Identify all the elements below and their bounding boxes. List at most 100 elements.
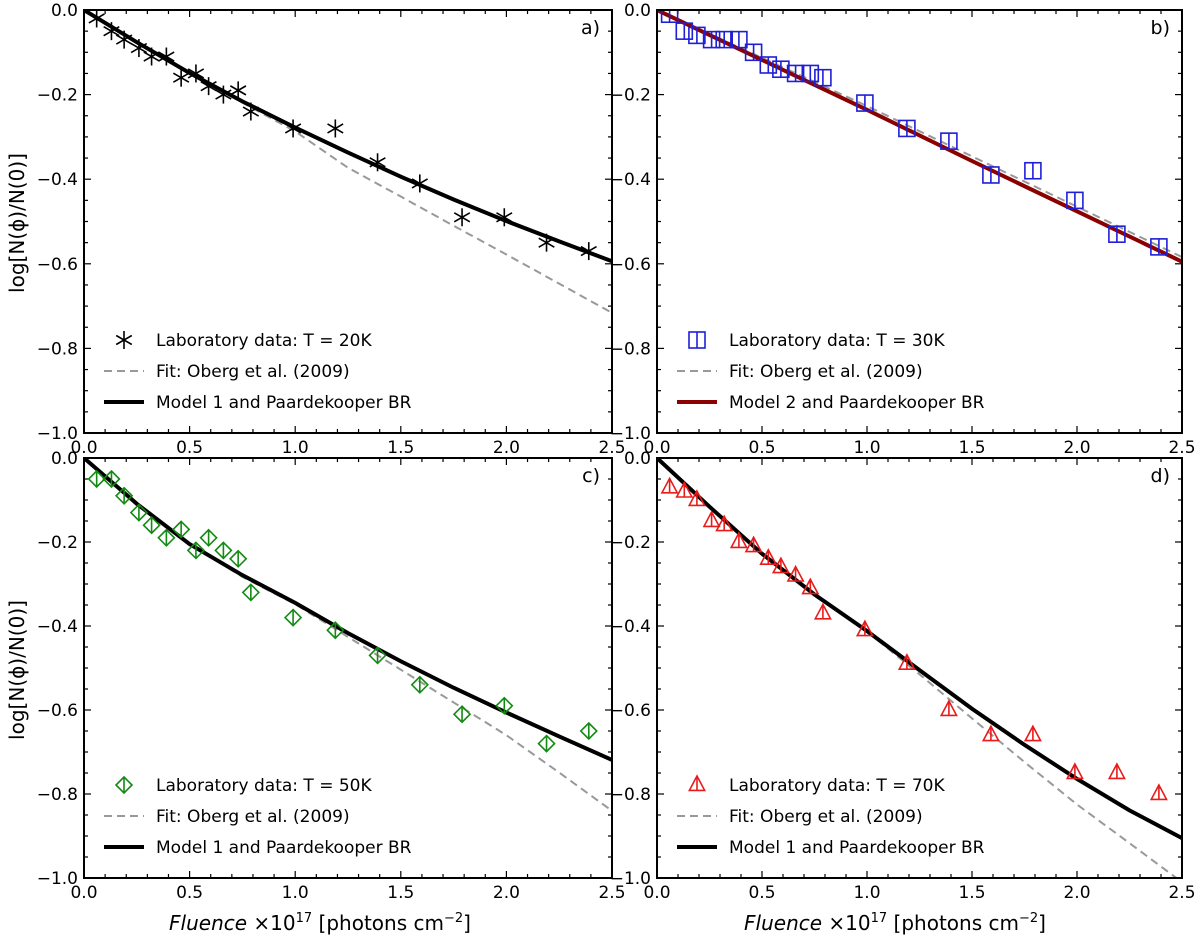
x-tick-label: 0.5 bbox=[748, 438, 775, 458]
data-point bbox=[172, 520, 191, 539]
data-point bbox=[199, 528, 218, 547]
panel-3: 0.0 0.5 1.0 1.5 2.0 2.5 0.0 −0.2 −0.4 −0.6 −0.8 −1.… bbox=[37, 449, 626, 903]
x-tick-label: 1.0 bbox=[853, 438, 880, 458]
data-point bbox=[241, 583, 260, 602]
data-point bbox=[660, 476, 679, 494]
data-point bbox=[730, 30, 748, 49]
y-tick-label: −0.6 bbox=[37, 701, 78, 721]
x-tick-label: 0.0 bbox=[643, 883, 670, 903]
plot-frame bbox=[656, 9, 1183, 434]
model-curve bbox=[657, 10, 1182, 264]
data-point bbox=[327, 119, 344, 138]
model-curve bbox=[84, 10, 612, 264]
data-point bbox=[215, 85, 232, 104]
data-point bbox=[102, 469, 121, 489]
y-tick-label: −0.6 bbox=[610, 701, 651, 721]
data-point bbox=[1149, 783, 1168, 801]
y-tick-label: −0.8 bbox=[610, 339, 651, 359]
data-point bbox=[157, 528, 176, 547]
legend: Laboratory data: T = 30K Fit: Oberg et al… bbox=[677, 331, 985, 413]
y-tick-label: −1.0 bbox=[610, 424, 651, 444]
panel-label: d) bbox=[1151, 465, 1170, 487]
y-tick-label: −0.6 bbox=[37, 255, 78, 275]
panel-label: a) bbox=[581, 17, 600, 39]
legend-entry: Model 1 and Paardekooper BR bbox=[156, 393, 412, 413]
data-point bbox=[242, 102, 260, 121]
data-point bbox=[579, 721, 598, 741]
xlabel-left: Fluence ×1017 [photons cm−2] bbox=[169, 911, 471, 935]
x-tick-label: 2.5 bbox=[1168, 883, 1195, 903]
y-tick-label: −0.2 bbox=[37, 533, 78, 553]
y-tick-label: −0.4 bbox=[37, 617, 78, 637]
data-point bbox=[580, 242, 597, 261]
data-point bbox=[369, 153, 386, 172]
y-tick-label: −1.0 bbox=[37, 869, 78, 889]
data-point bbox=[687, 489, 706, 507]
y-tick-label: −1.0 bbox=[610, 869, 651, 889]
xlabel-right: Fluence ×1017 [photons cm−2] bbox=[744, 911, 1046, 935]
legend: Laboratory data: T = 20K Fit: Oberg et al… bbox=[104, 331, 412, 413]
data-point bbox=[158, 47, 175, 66]
data-point bbox=[87, 469, 106, 489]
data-point bbox=[1065, 762, 1084, 780]
data-point bbox=[660, 10, 679, 24]
y-tick-label: −0.2 bbox=[37, 86, 78, 106]
y-tick-label: −1.0 bbox=[37, 424, 78, 444]
data-point bbox=[813, 602, 832, 620]
legend-entry: Model 1 and Paardekooper BR bbox=[156, 838, 412, 858]
y-tick-label: 0.0 bbox=[51, 449, 78, 469]
panel-1: 0.0 0.5 1.0 1.5 2.0 2.5 0.0 −0.2 −0.4 −0.6 −0.8 −1.… bbox=[37, 1, 626, 458]
x-tick-label: 0.5 bbox=[176, 883, 203, 903]
x-tick-label: 1.5 bbox=[387, 438, 414, 458]
data-point bbox=[496, 208, 513, 227]
data-point bbox=[186, 541, 206, 560]
data-point bbox=[537, 734, 556, 753]
legend-entry: Laboratory data: T = 50K bbox=[156, 776, 372, 796]
data-point bbox=[88, 10, 105, 28]
y-tick-label: 0.0 bbox=[51, 1, 78, 21]
data-point bbox=[772, 60, 790, 79]
data-point bbox=[1150, 238, 1168, 256]
data-point bbox=[172, 68, 190, 87]
y-tick-label: 0.0 bbox=[624, 449, 651, 469]
fit-curve bbox=[84, 10, 612, 314]
data-point bbox=[114, 486, 134, 505]
data-point bbox=[702, 510, 721, 528]
data-point bbox=[855, 619, 874, 637]
x-tick-label: 2.5 bbox=[598, 883, 625, 903]
x-tick-label: 0.0 bbox=[643, 438, 670, 458]
legend-entry: Laboratory data: T = 30K bbox=[729, 331, 945, 351]
ylabel-bottom: log[N(ϕ)/N(0)] bbox=[5, 600, 29, 740]
data-point bbox=[897, 653, 916, 671]
x-tick-label: 1.5 bbox=[387, 883, 414, 903]
data-point bbox=[1107, 762, 1126, 780]
data-point bbox=[940, 132, 958, 150]
data-point bbox=[675, 480, 694, 498]
legend-entry: Model 1 and Paardekooper BR bbox=[729, 838, 985, 858]
data-point bbox=[115, 30, 133, 49]
x-tick-label: 2.0 bbox=[1063, 883, 1090, 903]
legend-entry: Fit: Oberg et al. (2009) bbox=[156, 807, 350, 827]
x-tick-label: 2.0 bbox=[493, 883, 520, 903]
legend: Laboratory data: T = 70K Fit: Oberg et al… bbox=[677, 774, 985, 858]
data-point bbox=[801, 64, 820, 83]
y-tick-label: −0.6 bbox=[610, 255, 651, 275]
y-tick-label: −0.8 bbox=[610, 785, 651, 805]
data-point bbox=[453, 208, 471, 227]
data-point bbox=[142, 516, 161, 535]
legend-entry: Laboratory data: T = 70K bbox=[729, 776, 945, 796]
legend-marker bbox=[688, 774, 706, 792]
x-tick-label: 1.0 bbox=[282, 883, 309, 903]
legend-entry: Fit: Oberg et al. (2009) bbox=[729, 362, 923, 382]
data-point bbox=[452, 705, 472, 724]
data-point bbox=[283, 608, 303, 627]
data-point bbox=[982, 166, 1000, 184]
data-point bbox=[1108, 225, 1126, 243]
data-point bbox=[702, 30, 721, 49]
x-tick-label: 2.0 bbox=[1063, 438, 1090, 458]
model-curve bbox=[657, 458, 1182, 840]
data-point bbox=[103, 22, 120, 41]
data-point bbox=[759, 548, 778, 566]
x-tick-label: 0.0 bbox=[70, 883, 97, 903]
data-point bbox=[129, 503, 149, 522]
